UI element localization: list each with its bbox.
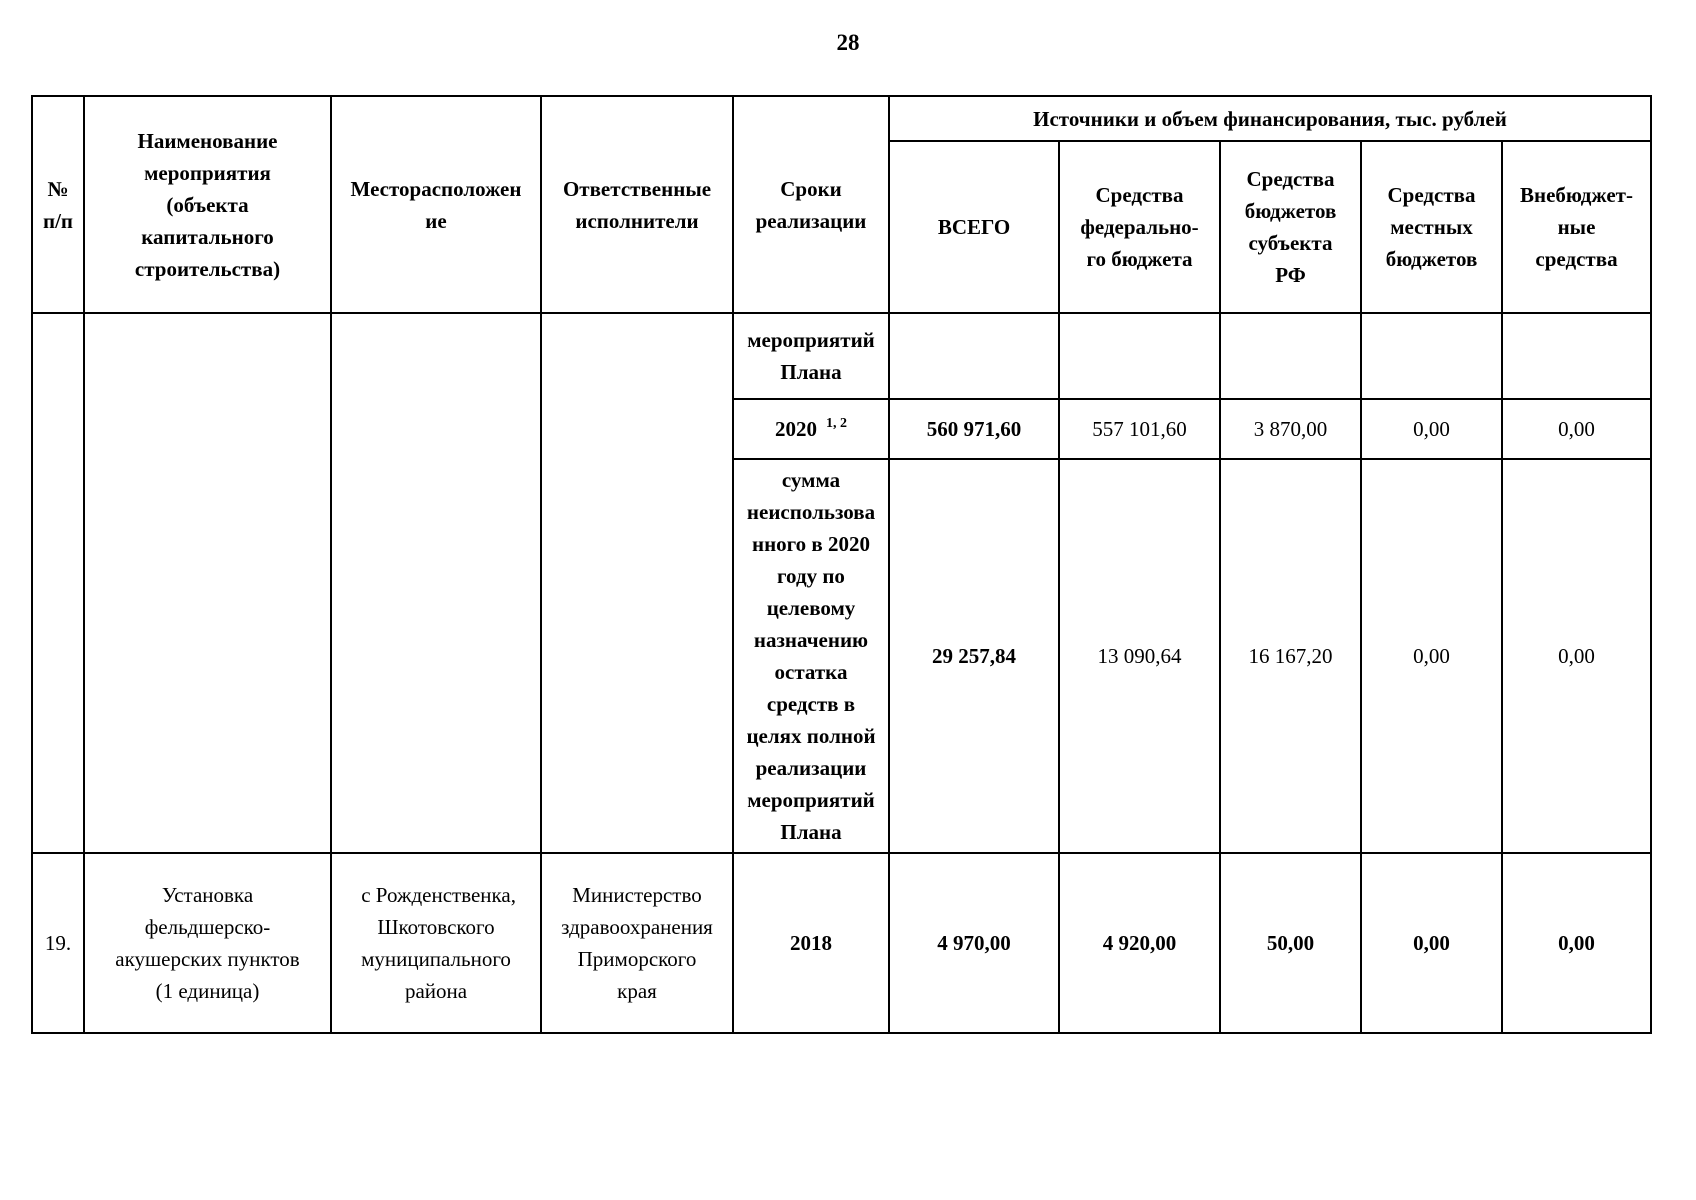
- page-number: 28: [836, 30, 860, 55]
- cell-19-local: 0,00: [1360, 852, 1503, 1034]
- cell-carryover-federal: [1058, 312, 1221, 400]
- header-col-terms: Сроки реализации: [732, 95, 890, 314]
- cell-unused-federal: 13 090,64: [1058, 458, 1221, 854]
- cell-name-empty: [83, 312, 332, 854]
- cell-19-federal: 4 920,00: [1058, 852, 1221, 1034]
- cell-19-subject: 50,00: [1219, 852, 1362, 1034]
- cell-19-term: 2018: [732, 852, 890, 1034]
- cell-carryover-local: [1360, 312, 1503, 400]
- cell-unused-term: сумма неиспользова нного в 2020 году по …: [732, 458, 890, 854]
- cell-19-extra: 0,00: [1501, 852, 1652, 1034]
- cell-19-name: Установка фельдшерско- акушерских пункто…: [83, 852, 332, 1034]
- year-2020: 2020: [775, 417, 817, 441]
- cell-2020-federal: 557 101,60: [1058, 398, 1221, 460]
- cell-unused-extra: 0,00: [1501, 458, 1652, 854]
- header-row-sub: ВСЕГО Средства федерально- го бюджета Ср…: [32, 140, 1652, 314]
- cell-2020-local: 0,00: [1360, 398, 1503, 460]
- cell-19-responsible: Министерство здравоохранения Приморского…: [540, 852, 734, 1034]
- cell-2020-term: 2020 1, 2: [732, 398, 890, 460]
- cell-19-location: с Рожденственка, Шкотовского муниципальн…: [330, 852, 542, 1034]
- row-2020: 2020 1, 2 560 971,60 557 101,60 3 870,00 …: [32, 398, 1652, 460]
- header-col-location: Месторасположен ие: [330, 95, 542, 314]
- cell-2020-total: 560 971,60: [888, 398, 1060, 460]
- header-col-num: № п/п: [31, 95, 85, 314]
- cell-2020-extra: 0,00: [1501, 398, 1652, 460]
- cell-unused-total: 29 257,84: [888, 458, 1060, 854]
- cell-carryover-extra: [1501, 312, 1652, 400]
- financing-table: № п/п Наименование мероприятия (объекта …: [31, 95, 1652, 1034]
- row-item-19: 19. Установка фельдшерско- акушерских пу…: [31, 852, 1652, 1034]
- header-col-name: Наименование мероприятия (объекта капита…: [83, 95, 332, 314]
- cell-carryover-term: мероприятий Плана: [732, 312, 890, 400]
- cell-carryover-total: [888, 312, 1060, 400]
- header-row-top: № п/п Наименование мероприятия (объекта …: [31, 95, 1652, 314]
- header-col-subject: Средства бюджетов субъекта РФ: [1219, 140, 1362, 314]
- cell-carryover-subject: [1219, 312, 1362, 400]
- header-financing-title: Источники и объем финансирования, тыс. р…: [888, 95, 1652, 142]
- cell-location-empty: [330, 312, 542, 854]
- cell-num-empty: [31, 312, 85, 854]
- cell-responsible-empty: [540, 312, 734, 854]
- cell-19-num: 19.: [31, 852, 85, 1034]
- cell-2020-subject: 3 870,00: [1219, 398, 1362, 460]
- header-col-responsible: Ответственные исполнители: [540, 95, 734, 314]
- cell-19-total: 4 970,00: [888, 852, 1060, 1034]
- footnote-marker: 1, 2: [826, 416, 847, 431]
- header-col-total: ВСЕГО: [888, 140, 1060, 314]
- row-unused-balance: сумма неиспользова нного в 2020 году по …: [32, 458, 1652, 854]
- header-col-extra: Внебюджет- ные средства: [1501, 140, 1652, 314]
- header-col-local: Средства местных бюджетов: [1360, 140, 1503, 314]
- cell-unused-subject: 16 167,20: [1219, 458, 1362, 854]
- header-col-federal: Средства федерально- го бюджета: [1058, 140, 1221, 314]
- cell-unused-local: 0,00: [1360, 458, 1503, 854]
- row-carryover: мероприятий Плана: [31, 312, 1652, 854]
